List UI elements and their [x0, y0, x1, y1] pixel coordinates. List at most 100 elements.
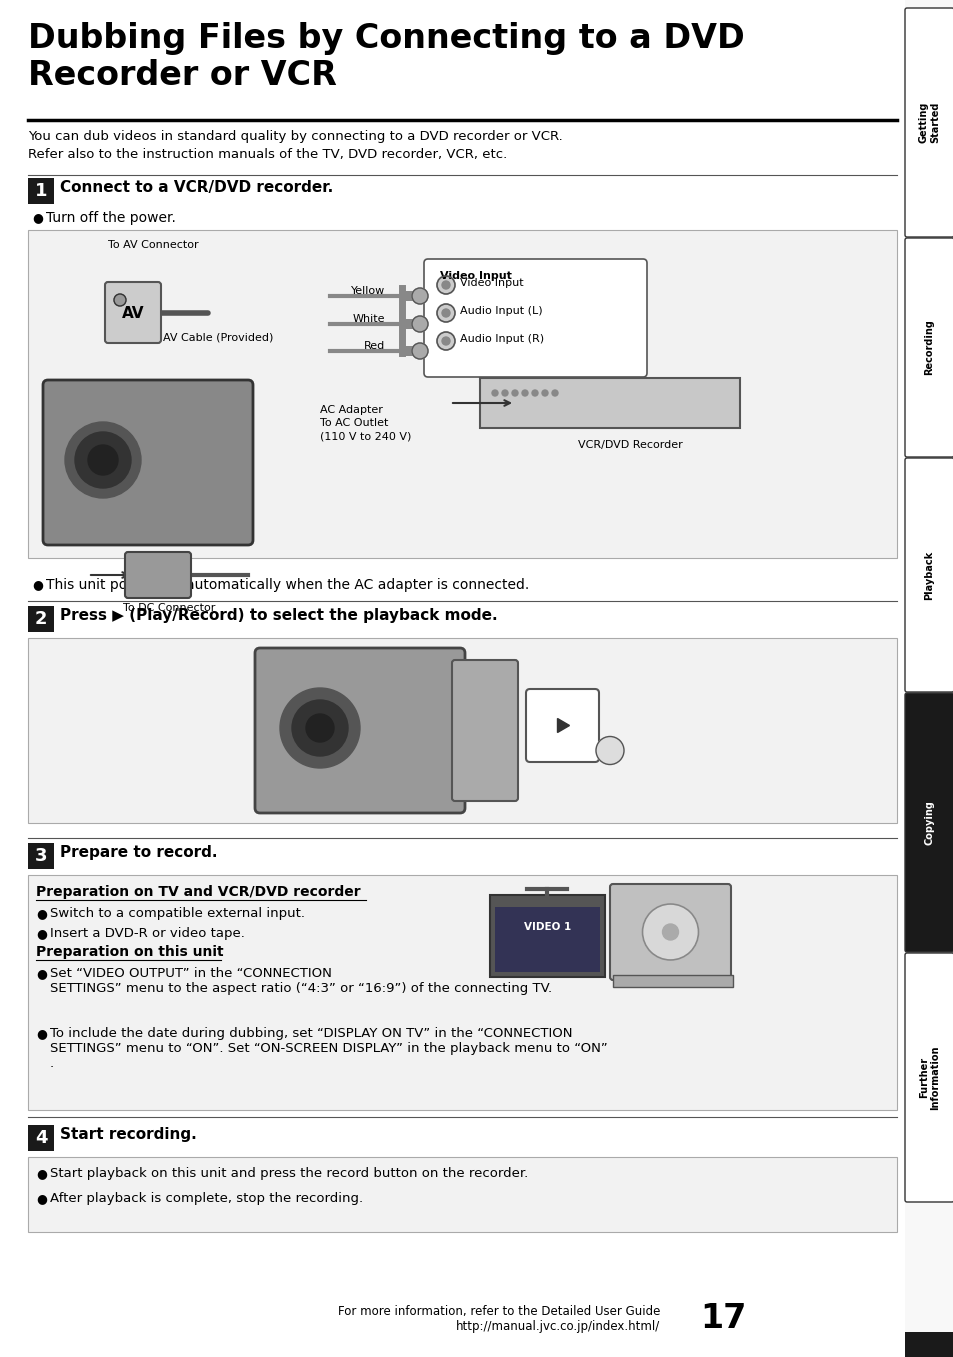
Text: Start playback on this unit and press the record button on the recorder.: Start playback on this unit and press th…: [50, 1167, 528, 1181]
FancyBboxPatch shape: [105, 282, 161, 343]
Text: Press ▶ (Play/Record) to select the playback mode.: Press ▶ (Play/Record) to select the play…: [60, 608, 497, 623]
Circle shape: [75, 432, 131, 489]
FancyBboxPatch shape: [43, 380, 253, 546]
Text: Getting
Started: Getting Started: [918, 102, 940, 144]
Text: AV Cable (Provided): AV Cable (Provided): [163, 332, 274, 343]
Text: Recording: Recording: [923, 319, 934, 376]
FancyBboxPatch shape: [525, 689, 598, 763]
FancyBboxPatch shape: [904, 237, 953, 457]
Polygon shape: [557, 718, 569, 733]
Circle shape: [501, 389, 507, 396]
Bar: [613, 974, 732, 987]
Bar: [28, 875, 896, 1110]
Text: Audio Input (L): Audio Input (L): [459, 305, 542, 316]
Circle shape: [596, 737, 623, 764]
Bar: [28, 1158, 896, 1232]
Text: ●: ●: [36, 968, 47, 980]
Text: ●: ●: [36, 1027, 47, 1039]
Text: Video Input: Video Input: [439, 271, 512, 281]
Text: ●: ●: [36, 927, 47, 940]
Circle shape: [412, 343, 428, 360]
Text: 3: 3: [34, 847, 48, 864]
FancyBboxPatch shape: [904, 459, 953, 692]
Bar: [904, 0, 953, 1357]
Circle shape: [541, 389, 547, 396]
Text: Copying: Copying: [923, 801, 934, 845]
Text: Red: Red: [363, 341, 385, 351]
Circle shape: [521, 389, 527, 396]
Text: Further
Information: Further Information: [918, 1045, 940, 1110]
Circle shape: [412, 288, 428, 304]
FancyBboxPatch shape: [452, 660, 517, 801]
Text: Connect to a VCR/DVD recorder.: Connect to a VCR/DVD recorder.: [60, 180, 333, 195]
Circle shape: [436, 332, 455, 350]
Circle shape: [552, 389, 558, 396]
Circle shape: [532, 389, 537, 396]
Text: Switch to a compatible external input.: Switch to a compatible external input.: [50, 906, 305, 920]
Text: Preparation on TV and VCR/DVD recorder: Preparation on TV and VCR/DVD recorder: [36, 885, 360, 898]
Circle shape: [436, 275, 455, 294]
Circle shape: [292, 700, 348, 756]
Text: VCR/DVD Recorder: VCR/DVD Recorder: [577, 440, 681, 451]
Bar: [399, 346, 417, 356]
Text: Set “VIDEO OUTPUT” in the “CONNECTION
SETTINGS” menu to the aspect ratio (“4:3” : Set “VIDEO OUTPUT” in the “CONNECTION SE…: [50, 968, 552, 995]
Circle shape: [412, 316, 428, 332]
Bar: [399, 290, 417, 301]
Text: Prepare to record.: Prepare to record.: [60, 845, 217, 860]
Circle shape: [280, 688, 359, 768]
Text: VIDEO 1: VIDEO 1: [523, 921, 571, 932]
Bar: [28, 638, 896, 822]
Circle shape: [441, 309, 450, 318]
Circle shape: [113, 294, 126, 305]
FancyBboxPatch shape: [254, 649, 464, 813]
Text: Video Input: Video Input: [459, 278, 523, 288]
Circle shape: [88, 445, 118, 475]
Bar: [490, 896, 604, 977]
Bar: [479, 379, 740, 427]
Circle shape: [492, 389, 497, 396]
Text: After playback is complete, stop the recording.: After playback is complete, stop the rec…: [50, 1191, 363, 1205]
Text: Start recording.: Start recording.: [60, 1128, 196, 1143]
Text: Preparation on this unit: Preparation on this unit: [36, 944, 223, 959]
Circle shape: [661, 924, 678, 940]
Text: ●: ●: [36, 1191, 47, 1205]
Circle shape: [65, 422, 141, 498]
Circle shape: [512, 389, 517, 396]
Text: White: White: [352, 313, 385, 324]
Text: For more information, refer to the Detailed User Guide
http://manual.jvc.co.jp/i: For more information, refer to the Detai…: [337, 1305, 659, 1333]
Text: This unit powers on automatically when the AC adapter is connected.: This unit powers on automatically when t…: [46, 578, 529, 592]
Text: 1: 1: [34, 182, 48, 199]
Bar: [495, 906, 599, 972]
Text: 17: 17: [700, 1301, 745, 1335]
FancyBboxPatch shape: [904, 8, 953, 237]
Text: ●: ●: [36, 1167, 47, 1181]
Text: Turn off the power.: Turn off the power.: [46, 210, 175, 225]
Text: AV: AV: [122, 305, 144, 320]
Text: You can dub videos in standard quality by connecting to a DVD recorder or VCR.
R: You can dub videos in standard quality b…: [28, 130, 562, 161]
Text: ●: ●: [36, 906, 47, 920]
Bar: [28, 178, 54, 204]
Text: Audio Input (R): Audio Input (R): [459, 334, 543, 345]
FancyBboxPatch shape: [609, 883, 730, 980]
Text: Insert a DVD-R or video tape.: Insert a DVD-R or video tape.: [50, 927, 245, 940]
Text: 2: 2: [34, 611, 48, 628]
Text: Dubbing Files by Connecting to a DVD
Recorder or VCR: Dubbing Files by Connecting to a DVD Rec…: [28, 22, 744, 92]
FancyBboxPatch shape: [423, 259, 646, 377]
Text: To include the date during dubbing, set “DISPLAY ON TV” in the “CONNECTION
SETTI: To include the date during dubbing, set …: [50, 1027, 607, 1071]
Text: To AV Connector: To AV Connector: [108, 240, 198, 250]
Text: AC Adapter
To AC Outlet
(110 V to 240 V): AC Adapter To AC Outlet (110 V to 240 V): [319, 404, 411, 441]
FancyBboxPatch shape: [125, 552, 191, 598]
Bar: [28, 843, 54, 868]
Bar: [28, 1125, 54, 1151]
Circle shape: [441, 281, 450, 289]
Circle shape: [436, 304, 455, 322]
Text: 4: 4: [34, 1129, 48, 1147]
Bar: [399, 319, 417, 328]
Circle shape: [306, 714, 334, 742]
Text: ●: ●: [32, 578, 43, 592]
Bar: [28, 607, 54, 632]
Bar: [904, 1333, 953, 1357]
Bar: [28, 229, 896, 558]
Circle shape: [441, 337, 450, 345]
Circle shape: [641, 904, 698, 959]
